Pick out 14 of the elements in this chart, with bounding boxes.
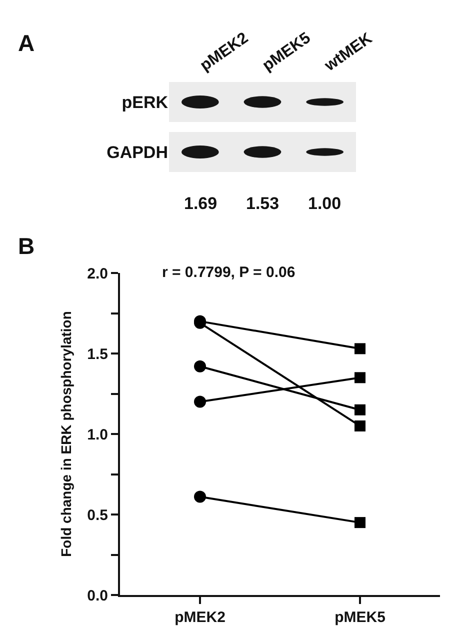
category-label: pERK [122, 92, 168, 112]
y-axis-title: Fold change in ERK phosphorylation [58, 311, 74, 557]
data-label: 1.69 [184, 194, 218, 213]
data-label: 1.00 [308, 194, 342, 213]
y-tick-label: 1.5 [87, 346, 108, 363]
data-label: 1.53 [246, 194, 280, 213]
text: A [18, 30, 35, 56]
category-label: GAPDH [106, 142, 168, 162]
annotation: r = 0.7799, P = 0.06 [162, 264, 296, 281]
y-tick-label: 2.0 [87, 265, 108, 282]
y-tick-label: 1.0 [87, 426, 108, 444]
y-tick-label: 0.5 [87, 506, 108, 524]
chart-title: B [18, 233, 35, 259]
y-tick-label: 0.0 [87, 587, 108, 604]
